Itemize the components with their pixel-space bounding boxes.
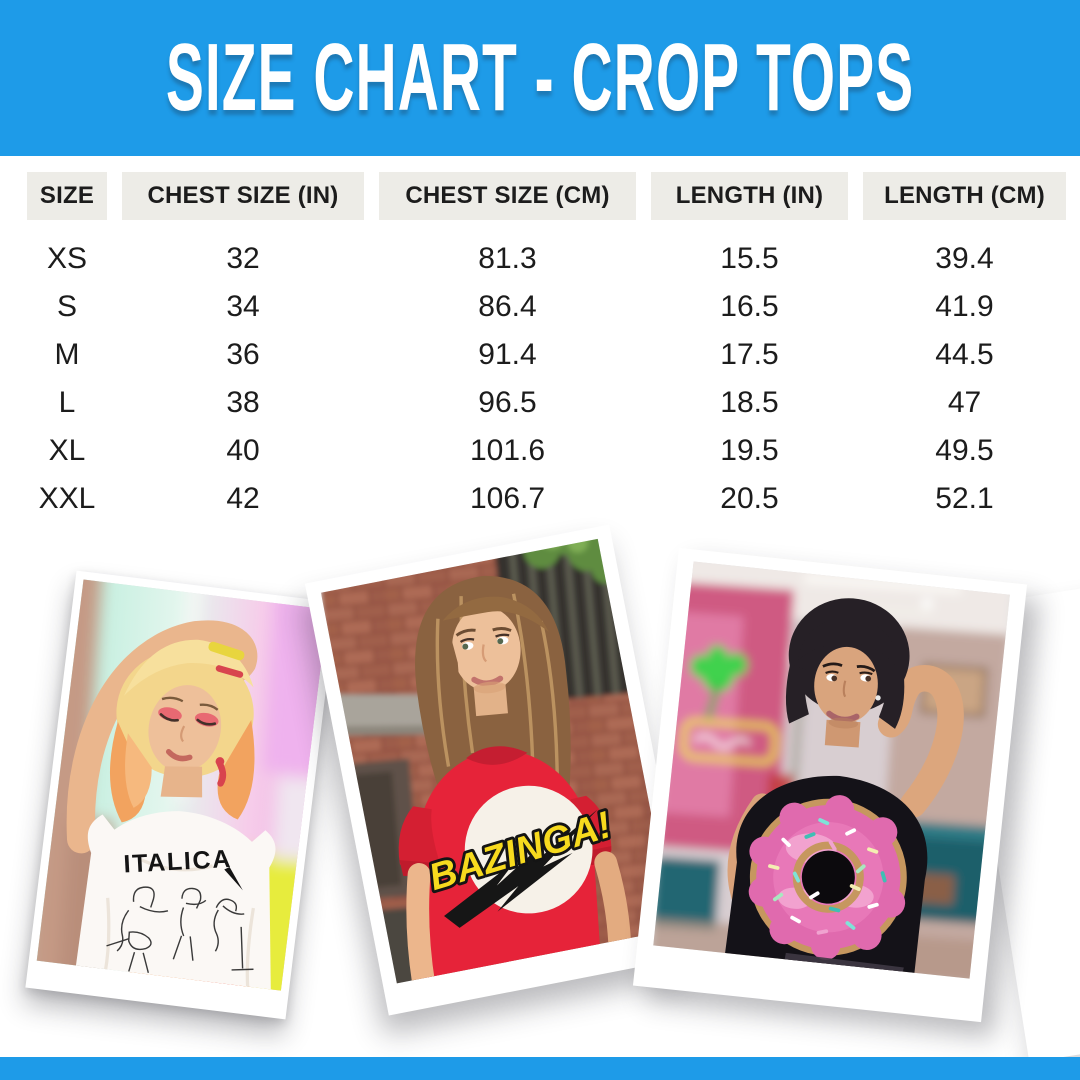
- chest-cm-cell: 91.4: [478, 338, 537, 371]
- chest-cm-cell: 101.6: [469, 434, 546, 467]
- photo-italica-crop-top: ITALICA: [25, 570, 337, 1020]
- length-in-cell: 15.5: [720, 242, 779, 275]
- face-features: [822, 662, 881, 723]
- length-in-cell: 16.5: [720, 290, 779, 323]
- length-cm-cell: 39.4: [935, 242, 994, 275]
- yellow-hair-clip: [208, 641, 245, 661]
- length-cm-cell: 52.1: [935, 482, 994, 515]
- table-row: XS 32 81.3 15.5 39.4: [27, 235, 1066, 283]
- footer-accent-bar: [0, 1057, 1080, 1080]
- model-face: [148, 685, 222, 772]
- white-crop-top: [73, 811, 271, 991]
- column-header-length-cm: LENGTH (CM): [863, 172, 1066, 220]
- chest-cm-cell: 106.7: [469, 482, 546, 515]
- bazinga-scene: BAZINGA!: [320, 538, 674, 984]
- donut-graphic: [748, 795, 907, 960]
- size-cell: XXL: [38, 482, 96, 515]
- table-row: L 38 96.5 18.5 47: [27, 379, 1066, 427]
- table-row: XL 40 101.6 19.5 49.5: [27, 427, 1066, 475]
- neon-palm-sign: [690, 645, 748, 692]
- photo-bazinga-crop-top: BAZINGA!: [304, 524, 694, 1016]
- chest-in-cell: 34: [226, 290, 260, 323]
- band-line-art: [106, 886, 254, 974]
- chest-cm-cell: 96.5: [478, 386, 537, 419]
- chest-cm-cell: 81.3: [478, 242, 537, 275]
- column-header-size: SIZE: [27, 172, 107, 220]
- italica-scene: ITALICA: [36, 579, 328, 991]
- shirt-graphic-italica: ITALICA: [123, 845, 243, 891]
- photo-donut-crop-top: [632, 547, 1028, 1023]
- table-row: S 34 86.4 16.5 41.9: [27, 283, 1066, 331]
- table-row: M 36 91.4 17.5 44.5: [27, 331, 1066, 379]
- length-in-cell: 18.5: [720, 386, 779, 419]
- photo-italica-image: ITALICA: [36, 579, 328, 991]
- length-cm-cell: 41.9: [935, 290, 994, 323]
- photo-donut-image: [653, 561, 1010, 979]
- table-header-row: SIZE CHEST SIZE (IN) CHEST SIZE (CM) LEN…: [27, 172, 1066, 220]
- column-header-chest-cm: CHEST SIZE (CM): [379, 172, 636, 220]
- face-features: [455, 627, 512, 687]
- bangs: [797, 617, 898, 668]
- length-in-cell: 20.5: [720, 482, 779, 515]
- length-in-cell: 19.5: [720, 434, 779, 467]
- red-hair-clip: [215, 665, 244, 678]
- size-table: SIZE CHEST SIZE (IN) CHEST SIZE (CM) LEN…: [27, 172, 1066, 523]
- size-cell: S: [56, 290, 77, 323]
- chest-in-cell: 42: [226, 482, 260, 515]
- page-title: SIZE CHART - CROP TOPS: [165, 24, 915, 132]
- shirt-text: ITALICA: [123, 845, 233, 879]
- size-cell: XL: [48, 434, 86, 467]
- chest-in-cell: 40: [226, 434, 260, 467]
- length-in-cell: 17.5: [720, 338, 779, 371]
- photo-bazinga-image: BAZINGA!: [320, 538, 674, 984]
- chest-in-cell: 36: [226, 338, 260, 371]
- donut-scene: [653, 561, 1010, 979]
- chest-in-cell: 32: [226, 242, 260, 275]
- table-row: XXL 42 106.7 20.5 52.1: [27, 475, 1066, 523]
- chest-cm-cell: 86.4: [478, 290, 537, 323]
- length-cm-cell: 44.5: [935, 338, 994, 371]
- sprinkles: [768, 818, 887, 935]
- size-cell: L: [58, 386, 76, 419]
- size-cell: M: [54, 338, 80, 371]
- column-header-chest-in: CHEST SIZE (IN): [122, 172, 364, 220]
- size-cell: XS: [46, 242, 88, 275]
- column-header-length-in: LENGTH (IN): [651, 172, 848, 220]
- length-cm-cell: 47: [947, 386, 982, 419]
- size-table-rows: XS 32 81.3 15.5 39.4 S 34 86.4 16.5 41.9…: [27, 235, 1066, 523]
- chest-in-cell: 38: [226, 386, 260, 419]
- header-banner: SIZE CHART - CROP TOPS: [0, 0, 1080, 156]
- length-cm-cell: 49.5: [935, 434, 994, 467]
